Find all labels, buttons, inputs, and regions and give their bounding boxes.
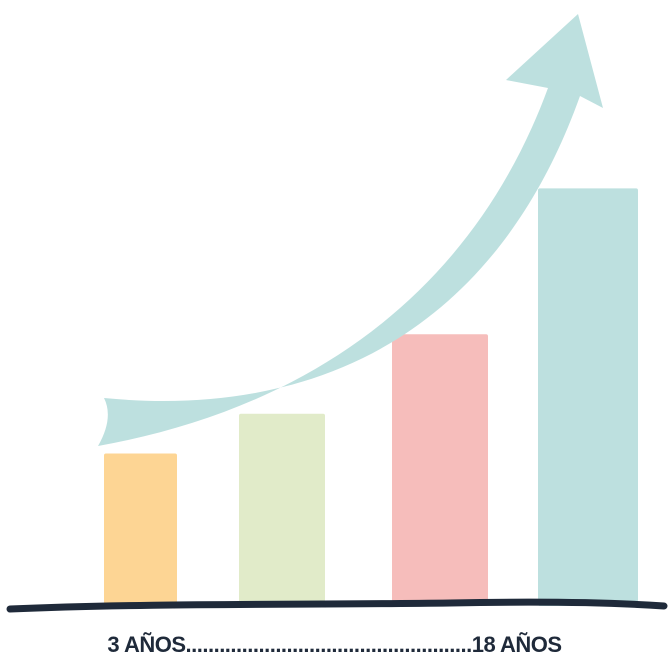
bar-3 — [392, 334, 488, 606]
bar-2 — [239, 413, 325, 606]
trend-arrow — [98, 14, 603, 446]
axis-start-label: 3 AÑOS — [107, 632, 186, 657]
axis-end-label: 18 AÑOS — [471, 632, 562, 657]
axis-range-caption: 3 AÑOS..................................… — [0, 632, 669, 658]
bar-4 — [538, 188, 638, 606]
baseline-axis — [6, 598, 668, 613]
axis-dot-leader: ........................................… — [185, 632, 473, 657]
bars-group — [104, 188, 638, 606]
bar-1 — [104, 453, 177, 606]
